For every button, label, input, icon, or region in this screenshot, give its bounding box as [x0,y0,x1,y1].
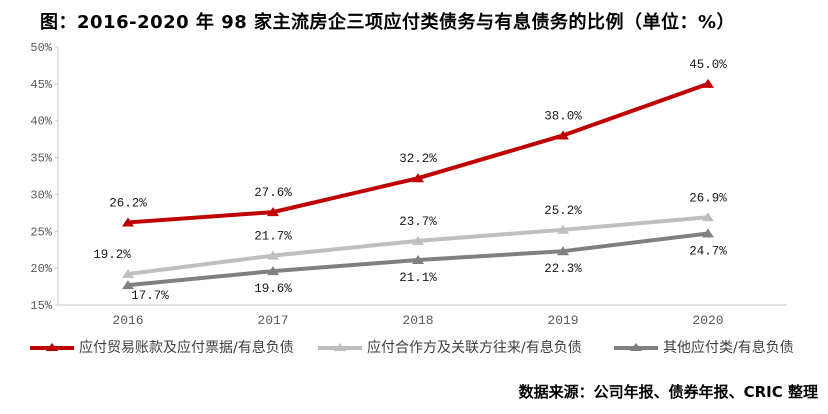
series-marker-1 [557,224,569,234]
data-label: 22.3% [544,262,582,276]
data-label: 38.0% [544,109,582,123]
legend-marker-icon [30,343,74,351]
legend-label-1: 应付合作方及关联方往来/有息负债 [367,340,582,356]
data-label: 21.1% [399,271,437,285]
y-axis-tick-label: 15% [30,299,52,313]
y-axis-tick-label: 40% [30,115,52,129]
legend-item-0: 应付贸易账款及应付票据/有息负债 [30,335,294,359]
data-label: 19.6% [254,282,292,296]
chart-legend: 应付贸易账款及应付票据/有息负债 应付合作方及关联方往来/有息负债 其他应付类/有息… [0,335,828,359]
series-marker-0 [122,217,134,227]
series-marker-2 [412,255,424,265]
data-label: 24.7% [689,244,727,258]
series-marker-1 [412,235,424,245]
x-axis-tick-label: 2018 [402,313,433,328]
series-marker-2 [557,246,569,256]
series-marker-0 [267,207,279,217]
data-label: 32.2% [399,152,437,166]
data-label: 23.7% [399,215,437,229]
data-label: 26.9% [689,191,727,205]
legend-label-0: 应付贸易账款及应付票据/有息负债 [79,340,294,356]
y-axis-tick-label: 35% [30,152,52,166]
y-axis-tick-label: 50% [30,41,52,55]
data-label: 21.7% [254,230,292,244]
series-marker-1 [122,269,134,279]
series-marker-2 [267,266,279,276]
series-marker-0 [412,173,424,183]
y-axis-tick-label: 30% [30,188,52,202]
data-source-note: 数据来源：公司年报、债券年报、CRIC 整理 [518,383,818,401]
x-axis-tick-label: 2017 [257,313,288,328]
legend-item-1: 应付合作方及关联方往来/有息负债 [318,335,582,359]
legend-marker-icon [614,343,658,351]
y-axis-tick-label: 25% [30,225,52,239]
series-marker-1 [267,250,279,260]
chart-title: 图：2016-2020 年 98 家主流房企三项应付类债务与有息债务的比例（单位… [40,12,736,33]
data-label: 19.2% [93,248,131,262]
x-axis-tick-label: 2016 [112,313,143,328]
series-marker-1 [702,212,714,222]
data-label: 25.2% [544,204,582,218]
series-marker-0 [702,78,714,88]
legend-item-2: 其他应付类/有息负债 [614,335,794,359]
x-axis-tick-label: 2020 [692,313,723,328]
line-chart-plot-area: 15% 20% 25% 30% 35% 40% 45% 50% 2016 2017 2018 2019… [30,41,787,328]
data-label: 17.7% [131,289,169,303]
data-label: 27.6% [254,186,292,200]
series-marker-2 [122,280,134,290]
data-label: 26.2% [109,196,147,210]
y-axis-tick-label: 45% [30,78,52,92]
legend-label-2: 其他应付类/有息负债 [663,340,794,356]
x-axis-tick-label: 2019 [547,313,578,328]
legend-marker-icon [318,343,362,351]
series-marker-0 [557,130,569,140]
y-axis-tick-label: 20% [30,262,52,276]
series-marker-2 [702,228,714,238]
data-label: 45.0% [689,58,727,72]
